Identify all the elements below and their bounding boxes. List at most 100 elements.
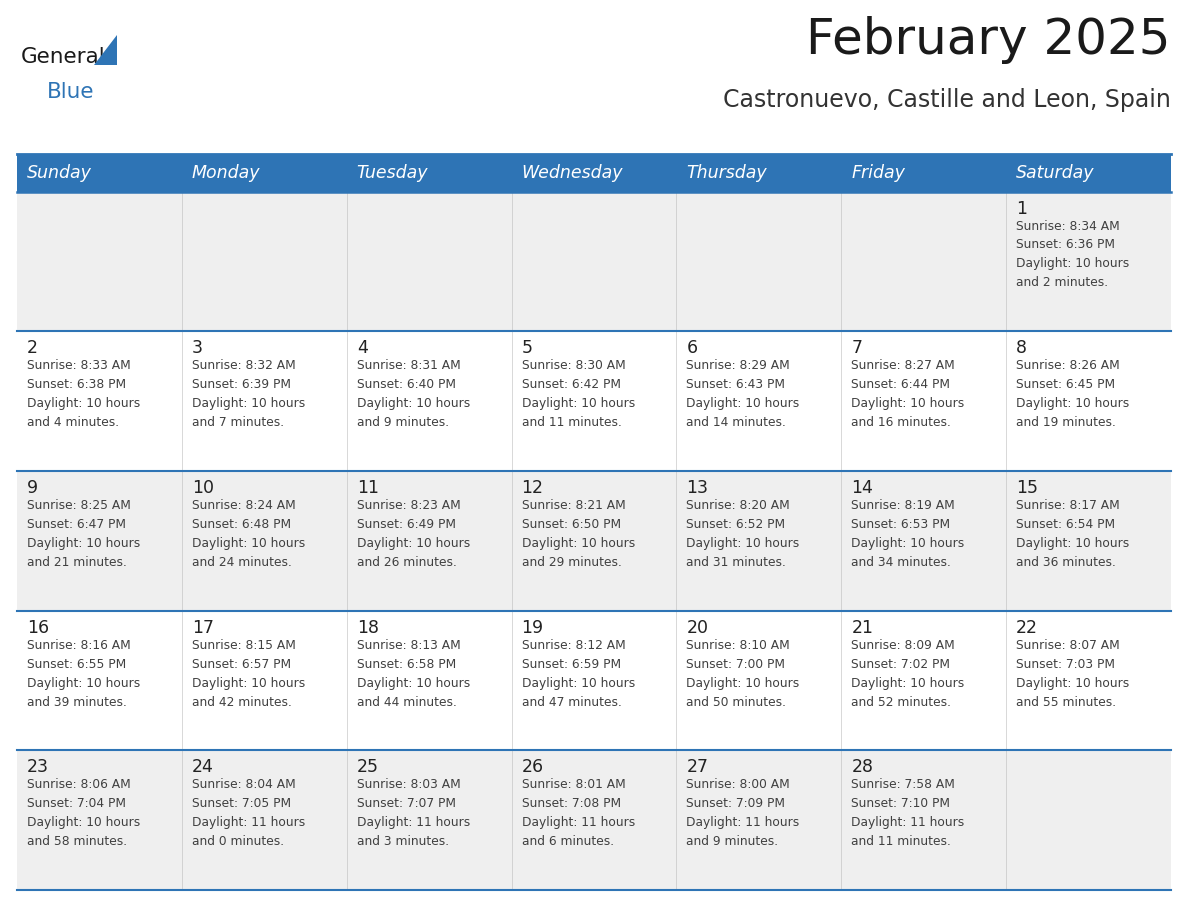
Bar: [1006, 471, 1171, 610]
Text: 10: 10: [191, 479, 214, 497]
Text: 8: 8: [1016, 339, 1028, 357]
Text: 27: 27: [687, 758, 708, 777]
Bar: [512, 750, 676, 890]
Bar: [676, 155, 841, 192]
Bar: [347, 750, 512, 890]
Text: Sunrise: 8:24 AM
Sunset: 6:48 PM
Daylight: 10 hours
and 24 minutes.: Sunrise: 8:24 AM Sunset: 6:48 PM Dayligh…: [191, 498, 305, 569]
Text: Sunrise: 8:00 AM
Sunset: 7:09 PM
Daylight: 11 hours
and 9 minutes.: Sunrise: 8:00 AM Sunset: 7:09 PM Dayligh…: [687, 778, 800, 848]
Text: 5: 5: [522, 339, 532, 357]
Text: 11: 11: [356, 479, 379, 497]
Bar: [347, 331, 512, 471]
Bar: [512, 610, 676, 750]
Bar: [841, 610, 1006, 750]
Text: 7: 7: [852, 339, 862, 357]
Text: 14: 14: [852, 479, 873, 497]
Text: 28: 28: [852, 758, 873, 777]
Bar: [347, 610, 512, 750]
Bar: [676, 471, 841, 610]
Text: Sunrise: 8:09 AM
Sunset: 7:02 PM
Daylight: 10 hours
and 52 minutes.: Sunrise: 8:09 AM Sunset: 7:02 PM Dayligh…: [852, 639, 965, 709]
Text: February 2025: February 2025: [807, 16, 1171, 64]
Bar: [676, 331, 841, 471]
Bar: [676, 610, 841, 750]
Text: Sunrise: 8:23 AM
Sunset: 6:49 PM
Daylight: 10 hours
and 26 minutes.: Sunrise: 8:23 AM Sunset: 6:49 PM Dayligh…: [356, 498, 470, 569]
Bar: [841, 750, 1006, 890]
Text: 9: 9: [27, 479, 38, 497]
Bar: [1006, 331, 1171, 471]
Bar: [1006, 750, 1171, 890]
Text: 6: 6: [687, 339, 697, 357]
Text: Sunrise: 8:16 AM
Sunset: 6:55 PM
Daylight: 10 hours
and 39 minutes.: Sunrise: 8:16 AM Sunset: 6:55 PM Dayligh…: [27, 639, 140, 709]
Bar: [17, 155, 182, 192]
Text: Sunrise: 8:04 AM
Sunset: 7:05 PM
Daylight: 11 hours
and 0 minutes.: Sunrise: 8:04 AM Sunset: 7:05 PM Dayligh…: [191, 778, 305, 848]
Text: Sunrise: 8:30 AM
Sunset: 6:42 PM
Daylight: 10 hours
and 11 minutes.: Sunrise: 8:30 AM Sunset: 6:42 PM Dayligh…: [522, 359, 634, 430]
Text: Sunrise: 8:21 AM
Sunset: 6:50 PM
Daylight: 10 hours
and 29 minutes.: Sunrise: 8:21 AM Sunset: 6:50 PM Dayligh…: [522, 498, 634, 569]
Text: 25: 25: [356, 758, 379, 777]
Text: Sunrise: 8:03 AM
Sunset: 7:07 PM
Daylight: 11 hours
and 3 minutes.: Sunrise: 8:03 AM Sunset: 7:07 PM Dayligh…: [356, 778, 470, 848]
Bar: [1006, 192, 1171, 331]
Bar: [17, 471, 182, 610]
Bar: [512, 331, 676, 471]
Text: Sunrise: 8:34 AM
Sunset: 6:36 PM
Daylight: 10 hours
and 2 minutes.: Sunrise: 8:34 AM Sunset: 6:36 PM Dayligh…: [1016, 219, 1130, 289]
Text: Blue: Blue: [48, 82, 95, 102]
Text: 18: 18: [356, 619, 379, 636]
Text: 26: 26: [522, 758, 544, 777]
Text: Friday: Friday: [852, 164, 905, 183]
Text: Sunrise: 8:01 AM
Sunset: 7:08 PM
Daylight: 11 hours
and 6 minutes.: Sunrise: 8:01 AM Sunset: 7:08 PM Dayligh…: [522, 778, 634, 848]
Text: Sunrise: 8:19 AM
Sunset: 6:53 PM
Daylight: 10 hours
and 34 minutes.: Sunrise: 8:19 AM Sunset: 6:53 PM Dayligh…: [852, 498, 965, 569]
Text: 21: 21: [852, 619, 873, 636]
Text: Sunday: Sunday: [27, 164, 91, 183]
Bar: [182, 610, 347, 750]
Text: General: General: [21, 47, 106, 67]
Text: Sunrise: 8:25 AM
Sunset: 6:47 PM
Daylight: 10 hours
and 21 minutes.: Sunrise: 8:25 AM Sunset: 6:47 PM Dayligh…: [27, 498, 140, 569]
Text: Sunrise: 8:26 AM
Sunset: 6:45 PM
Daylight: 10 hours
and 19 minutes.: Sunrise: 8:26 AM Sunset: 6:45 PM Dayligh…: [1016, 359, 1130, 430]
Bar: [841, 331, 1006, 471]
Bar: [676, 750, 841, 890]
Text: Castronuevo, Castille and Leon, Spain: Castronuevo, Castille and Leon, Spain: [723, 88, 1171, 112]
Text: 3: 3: [191, 339, 203, 357]
Bar: [512, 471, 676, 610]
Text: 22: 22: [1016, 619, 1038, 636]
Text: Sunrise: 8:31 AM
Sunset: 6:40 PM
Daylight: 10 hours
and 9 minutes.: Sunrise: 8:31 AM Sunset: 6:40 PM Dayligh…: [356, 359, 470, 430]
Bar: [512, 155, 676, 192]
Bar: [347, 192, 512, 331]
Text: Sunrise: 8:13 AM
Sunset: 6:58 PM
Daylight: 10 hours
and 44 minutes.: Sunrise: 8:13 AM Sunset: 6:58 PM Dayligh…: [356, 639, 470, 709]
Text: Wednesday: Wednesday: [522, 164, 623, 183]
Bar: [1006, 610, 1171, 750]
Bar: [841, 471, 1006, 610]
Bar: [182, 192, 347, 331]
Text: Sunrise: 8:12 AM
Sunset: 6:59 PM
Daylight: 10 hours
and 47 minutes.: Sunrise: 8:12 AM Sunset: 6:59 PM Dayligh…: [522, 639, 634, 709]
Text: Sunrise: 7:58 AM
Sunset: 7:10 PM
Daylight: 11 hours
and 11 minutes.: Sunrise: 7:58 AM Sunset: 7:10 PM Dayligh…: [852, 778, 965, 848]
Bar: [17, 750, 182, 890]
Text: 16: 16: [27, 619, 49, 636]
Text: 1: 1: [1016, 199, 1028, 218]
Bar: [1006, 155, 1171, 192]
Bar: [347, 155, 512, 192]
Text: Sunrise: 8:10 AM
Sunset: 7:00 PM
Daylight: 10 hours
and 50 minutes.: Sunrise: 8:10 AM Sunset: 7:00 PM Dayligh…: [687, 639, 800, 709]
Text: Thursday: Thursday: [687, 164, 767, 183]
Text: Sunrise: 8:06 AM
Sunset: 7:04 PM
Daylight: 10 hours
and 58 minutes.: Sunrise: 8:06 AM Sunset: 7:04 PM Dayligh…: [27, 778, 140, 848]
Bar: [17, 192, 182, 331]
Text: 19: 19: [522, 619, 544, 636]
Text: Sunrise: 8:32 AM
Sunset: 6:39 PM
Daylight: 10 hours
and 7 minutes.: Sunrise: 8:32 AM Sunset: 6:39 PM Dayligh…: [191, 359, 305, 430]
Text: 23: 23: [27, 758, 49, 777]
Text: 12: 12: [522, 479, 544, 497]
Text: Monday: Monday: [191, 164, 260, 183]
Bar: [841, 155, 1006, 192]
Bar: [17, 610, 182, 750]
Text: Saturday: Saturday: [1016, 164, 1094, 183]
Text: Tuesday: Tuesday: [356, 164, 428, 183]
Bar: [182, 750, 347, 890]
Text: 17: 17: [191, 619, 214, 636]
Bar: [676, 192, 841, 331]
Bar: [182, 155, 347, 192]
Text: 15: 15: [1016, 479, 1038, 497]
Text: Sunrise: 8:15 AM
Sunset: 6:57 PM
Daylight: 10 hours
and 42 minutes.: Sunrise: 8:15 AM Sunset: 6:57 PM Dayligh…: [191, 639, 305, 709]
Bar: [512, 192, 676, 331]
Bar: [347, 471, 512, 610]
Text: Sunrise: 8:29 AM
Sunset: 6:43 PM
Daylight: 10 hours
and 14 minutes.: Sunrise: 8:29 AM Sunset: 6:43 PM Dayligh…: [687, 359, 800, 430]
Text: 13: 13: [687, 479, 708, 497]
Text: Sunrise: 8:20 AM
Sunset: 6:52 PM
Daylight: 10 hours
and 31 minutes.: Sunrise: 8:20 AM Sunset: 6:52 PM Dayligh…: [687, 498, 800, 569]
Text: 20: 20: [687, 619, 708, 636]
Polygon shape: [94, 35, 116, 65]
Text: Sunrise: 8:17 AM
Sunset: 6:54 PM
Daylight: 10 hours
and 36 minutes.: Sunrise: 8:17 AM Sunset: 6:54 PM Dayligh…: [1016, 498, 1130, 569]
